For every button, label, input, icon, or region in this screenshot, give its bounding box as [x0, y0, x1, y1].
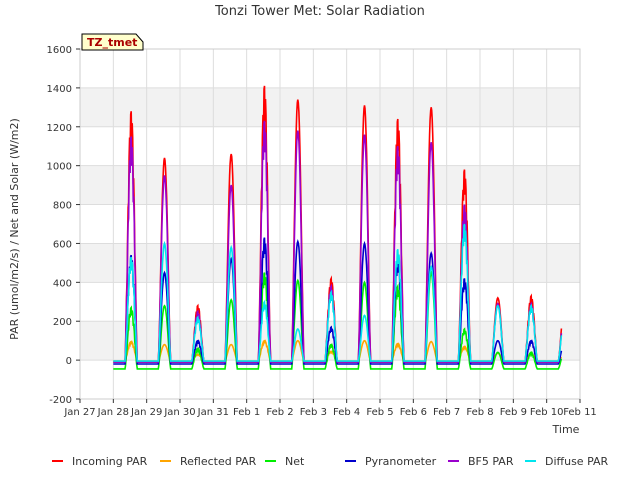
- x-tick-label: Jan 30: [163, 407, 195, 418]
- x-tick-label: Jan 27: [63, 407, 95, 418]
- y-tick-label: 1600: [47, 45, 72, 56]
- chart-title: Tonzi Tower Met: Solar Radiation: [214, 4, 425, 19]
- y-tick-label: 0: [66, 356, 72, 367]
- x-tick-label: Jan 31: [197, 407, 229, 418]
- x-tick-label: Feb 6: [400, 407, 427, 418]
- x-tick-label: Feb 3: [300, 407, 327, 418]
- series-line-pyranometer: [113, 237, 563, 365]
- y-axis-label: PAR (umol/m2/s) / Net and Solar (W/m2): [8, 118, 21, 340]
- x-tick-label: Jan 29: [130, 407, 162, 418]
- y-tick-label: 400: [53, 278, 72, 289]
- series-line-diffuse-par: [113, 223, 563, 362]
- x-tick-label: Feb 1: [233, 407, 260, 418]
- plot-band: [80, 243, 580, 283]
- x-tick-label: Feb 2: [266, 407, 293, 418]
- legend-label: Diffuse PAR: [545, 455, 609, 468]
- legend: Incoming PAR Reflected PAR Net Pyranometer B…: [52, 455, 609, 468]
- y-axis-ticks: -200 0 200 400 600 800 1000 1200 1400 1600: [47, 45, 80, 406]
- series-line-net: [113, 270, 563, 370]
- y-tick-label: -200: [49, 395, 72, 406]
- y-tick-label: 1000: [47, 162, 72, 173]
- x-tick-label: Feb 4: [333, 407, 360, 418]
- x-tick-label: Feb 9: [500, 407, 527, 418]
- y-tick-label: 1400: [47, 84, 72, 95]
- y-tick-label: 600: [53, 239, 72, 250]
- plot-frame: [79, 48, 581, 400]
- x-axis-label: Time: [552, 423, 580, 436]
- series-lines: [113, 85, 563, 370]
- legend-label: Incoming PAR: [72, 455, 148, 468]
- x-tick-label: Feb 10: [530, 407, 564, 418]
- x-axis-ticks: Jan 27 Jan 28 Jan 29 Jan 30 Jan 31 Feb 1 Feb 2…: [63, 399, 597, 418]
- legend-label: BF5 PAR: [468, 455, 514, 468]
- x-tick-label: Feb 11: [563, 407, 597, 418]
- x-tick-label: Feb 7: [433, 407, 460, 418]
- site-label: TZ_tmet: [87, 36, 137, 49]
- x-tick-label: Jan 28: [97, 407, 129, 418]
- y-tick-label: 200: [53, 317, 72, 328]
- legend-label: Reflected PAR: [180, 455, 257, 468]
- plot-band: [80, 87, 580, 127]
- plot-band: [80, 165, 580, 205]
- legend-label: Pyranometer: [365, 455, 437, 468]
- y-tick-label: 1200: [47, 123, 72, 134]
- legend-label: Net: [285, 455, 305, 468]
- site-label-background: [81, 33, 144, 51]
- y-tick-label: 800: [53, 201, 72, 212]
- x-tick-label: Feb 8: [466, 407, 493, 418]
- site-label-box: TZ_tmet: [81, 33, 144, 51]
- x-tick-label: Feb 5: [366, 407, 393, 418]
